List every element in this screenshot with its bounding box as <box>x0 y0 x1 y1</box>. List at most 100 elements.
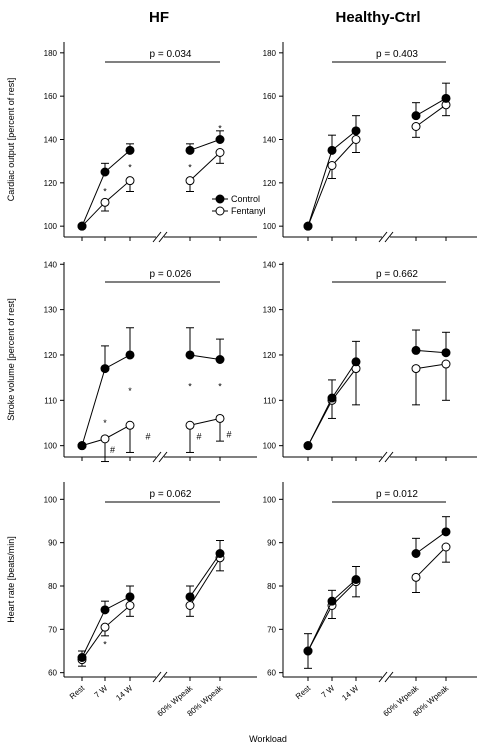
y-tick-label: 100 <box>44 222 58 231</box>
axis-break-mark <box>152 231 162 243</box>
axis-break-mark <box>152 451 162 463</box>
y-tick-label: 140 <box>44 136 58 145</box>
x-tick-label-7-w: 7 W <box>320 683 337 699</box>
y-tick-label: 130 <box>263 306 277 315</box>
p-value-label: p = 0.034 <box>150 49 192 60</box>
asterisk-mark: * <box>218 124 222 134</box>
data-point-control <box>77 441 87 451</box>
data-point-control <box>125 145 135 155</box>
data-point-control <box>327 393 337 403</box>
data-point-fentanyl <box>411 122 421 131</box>
y-tick-label: 90 <box>48 539 57 548</box>
asterisk-mark: * <box>188 382 192 392</box>
y-tick-label: 100 <box>263 442 277 451</box>
axis-break-mark <box>378 671 388 683</box>
data-point-control <box>185 145 195 155</box>
data-point-control <box>327 145 337 155</box>
y-tick-label: 100 <box>263 495 277 504</box>
data-point-control <box>185 592 195 602</box>
data-point-control <box>441 93 451 103</box>
series-line-fentanyl <box>415 104 447 127</box>
data-point-control <box>441 348 451 358</box>
data-point-control <box>411 111 421 121</box>
x-axis-label: Workload <box>249 734 287 744</box>
data-point-control <box>125 350 135 360</box>
data-point-fentanyl <box>185 420 195 430</box>
series-line-fentanyl <box>189 557 221 606</box>
y-tick-label: 70 <box>267 625 276 634</box>
legend-marker-control <box>215 194 225 204</box>
data-point-control <box>125 592 135 602</box>
data-point-control <box>100 364 110 374</box>
y-tick-label: 140 <box>44 260 58 269</box>
y-tick-label: 120 <box>44 179 58 188</box>
data-point-control <box>215 355 225 364</box>
data-point-control <box>411 549 421 558</box>
hash-mark: # <box>226 429 231 439</box>
series-line-fentanyl <box>415 363 447 370</box>
p-value-label: p = 0.403 <box>376 49 418 60</box>
panel-1-1: 100 110 120 130 140 p = 0.662 <box>263 260 477 463</box>
y-axis-label: Cardiac output [percent of rest] <box>6 78 16 202</box>
y-tick-label: 110 <box>263 396 276 405</box>
y-tick-label: 160 <box>263 92 277 101</box>
y-tick-label: 80 <box>48 582 57 591</box>
axis-break-gap <box>156 234 164 240</box>
axis-break-gap <box>382 454 390 460</box>
panel-1-0: 100 110 120 130 140 Stroke volume [percent of… <box>6 260 257 463</box>
data-point-control <box>100 605 110 615</box>
y-tick-label: 120 <box>263 351 277 360</box>
data-point-fentanyl <box>327 161 337 170</box>
data-point-control <box>303 441 313 451</box>
y-tick-label: 120 <box>44 351 58 360</box>
data-point-fentanyl <box>215 413 225 423</box>
panel-0-0: 100 120 140 160 180 Cardiac output [percent o… <box>6 42 266 243</box>
legend-label-control: Control <box>231 194 260 204</box>
asterisk-mark: * <box>188 163 192 173</box>
x-tick-label-7-w: 7 W <box>93 683 110 699</box>
x-tick-label-14-w: 14 W <box>114 683 134 702</box>
p-value-label: p = 0.012 <box>376 489 418 500</box>
x-tick-label-rest: Rest <box>294 683 313 701</box>
x-tick-label-14-w: 14 W <box>340 683 360 702</box>
data-point-control <box>351 126 361 136</box>
data-point-fentanyl <box>411 364 421 374</box>
y-axis-label: Heart rate [beats/min] <box>6 536 16 623</box>
series-line-control <box>415 349 447 354</box>
series-line-control <box>189 354 221 360</box>
asterisk-mark: * <box>128 163 132 173</box>
p-value-label: p = 0.026 <box>150 269 192 280</box>
data-point-control <box>77 653 87 662</box>
hash-mark: # <box>110 445 115 455</box>
column-title-healthy-ctrl: Healthy-Ctrl <box>335 9 420 26</box>
p-value-label: p = 0.662 <box>376 269 418 280</box>
axis-break-mark <box>384 671 394 683</box>
axis-break-gap <box>382 674 390 680</box>
series-line-fentanyl <box>415 546 447 578</box>
axis-break-mark <box>384 451 394 463</box>
y-axis-label: Stroke volume [percent of rest] <box>6 298 16 421</box>
y-tick-label: 80 <box>267 582 276 591</box>
data-point-fentanyl <box>215 148 225 157</box>
data-point-fentanyl <box>125 176 135 186</box>
axis-break-mark <box>158 231 168 243</box>
panel-0-1: 100 120 140 160 180 p = 0.403 <box>263 42 477 243</box>
data-point-control <box>351 357 361 367</box>
p-value-label: p = 0.062 <box>150 489 192 500</box>
series-line-fentanyl <box>189 152 221 182</box>
y-tick-label: 130 <box>44 306 58 315</box>
hash-mark: # <box>196 432 201 442</box>
data-point-fentanyl <box>125 601 135 610</box>
series-line-fentanyl <box>189 417 221 426</box>
data-point-fentanyl <box>100 434 110 444</box>
y-tick-label: 140 <box>263 260 277 269</box>
y-tick-label: 140 <box>263 136 277 145</box>
series-line-control <box>415 531 447 554</box>
y-tick-label: 100 <box>44 495 58 504</box>
series-line-control <box>189 139 221 151</box>
asterisk-mark: * <box>103 640 107 650</box>
legend-marker-fentanyl <box>215 206 225 216</box>
